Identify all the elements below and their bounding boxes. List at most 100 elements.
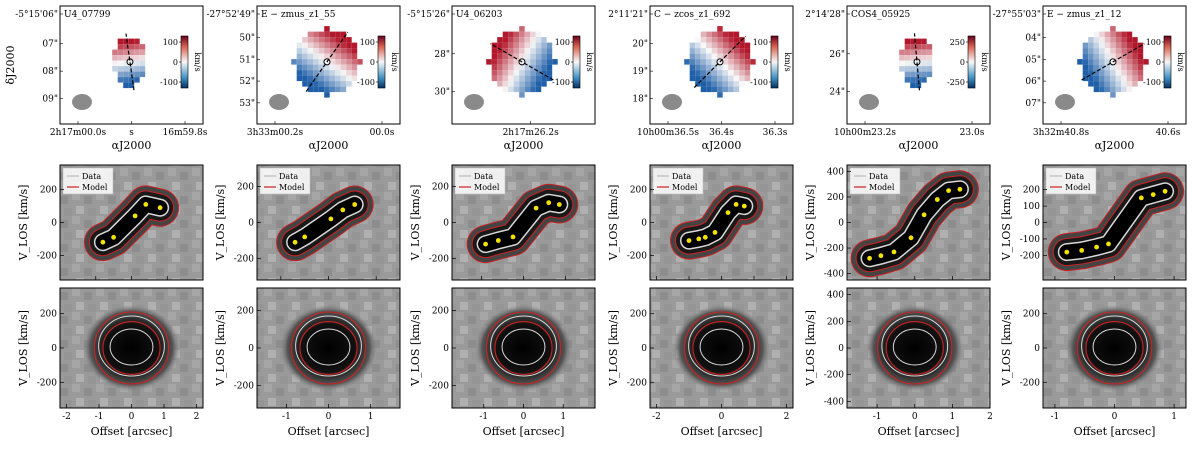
- map-pixel: [722, 64, 729, 71]
- ra-tick-label: 3h32m40.8s: [1033, 128, 1090, 138]
- dec-tick-label: 2°14'28": [805, 10, 845, 20]
- model-contour: [885, 321, 944, 375]
- map-pixel: [910, 55, 916, 61]
- model-contour: [494, 321, 553, 375]
- map-pixel: [1088, 59, 1094, 65]
- map-pixel: [546, 70, 553, 76]
- colorbar: [967, 35, 976, 89]
- pv-image: [847, 288, 990, 408]
- legend-box: [62, 167, 114, 195]
- map-pixel: [112, 55, 118, 61]
- pv-y-axis-label: V_LOS [km/s]: [17, 310, 30, 387]
- map-title: U4_06203: [456, 10, 503, 20]
- ra-axis-label: αJ2000: [112, 139, 152, 152]
- y-tick-label: -100: [1020, 235, 1040, 245]
- colorbar: [770, 35, 779, 89]
- map-pixel: [1093, 37, 1100, 43]
- x-tick-label: -2: [62, 412, 71, 422]
- beam-ellipse: [859, 94, 879, 110]
- rotation-curve-point: [1138, 195, 1144, 201]
- map-pixel: [1126, 81, 1133, 87]
- map-pixel: [313, 42, 319, 49]
- map-pixel: [530, 53, 536, 60]
- map-pixel: [530, 70, 536, 76]
- map-pixel: [329, 81, 336, 87]
- model-contour: [485, 311, 562, 385]
- rotation-curve-point: [302, 234, 308, 240]
- map-pixel: [117, 71, 124, 78]
- map-pixel: [700, 64, 707, 71]
- y-tick-label: 0: [1034, 219, 1040, 229]
- map-pixel: [491, 70, 498, 76]
- map-pixel: [519, 42, 525, 49]
- map-pixel: [695, 48, 701, 54]
- map-pixel: [921, 55, 927, 61]
- map-pixel: [302, 53, 308, 60]
- map-pixel: [508, 59, 514, 65]
- map-pixel: [739, 53, 745, 60]
- map-pixel: [346, 42, 352, 49]
- map-pixel: [700, 48, 707, 54]
- dec-tick-label: -27°52'49": [206, 10, 255, 20]
- ra-axis-label: αJ2000: [899, 139, 939, 152]
- map-pixel: [1088, 53, 1094, 60]
- map-pixel: [134, 49, 140, 56]
- map-pixels: [112, 38, 146, 89]
- rotation-curve-point: [157, 205, 163, 211]
- map-pixel: [340, 64, 347, 71]
- map-pixel: [513, 64, 520, 71]
- map-pixel: [340, 81, 347, 87]
- map-pixel: [711, 81, 718, 87]
- pv-y-axis-label: V_LOS [km/s]: [804, 185, 817, 262]
- map-pixel: [541, 48, 547, 54]
- map-pixel: [1077, 59, 1083, 65]
- legend-data-label: Data: [672, 172, 691, 181]
- y-tick-label: 0: [838, 219, 844, 229]
- map-pixel: [1126, 31, 1133, 38]
- map-pixel: [134, 66, 140, 72]
- map-pixel: [1115, 70, 1122, 76]
- map-pixel: [502, 31, 509, 38]
- model-contour: [683, 311, 760, 385]
- map-pixel: [1115, 64, 1122, 71]
- map-pixel: [340, 70, 347, 76]
- map-pixel: [1110, 86, 1116, 93]
- colorbar-tick-label: -250: [947, 78, 965, 87]
- map-pixel: [313, 86, 319, 93]
- legend-data-label: Data: [474, 172, 493, 181]
- map-pixel: [546, 75, 553, 82]
- map-pixel: [733, 64, 740, 71]
- map-pixel: [722, 37, 729, 43]
- map-pixel: [1132, 42, 1138, 49]
- dec-tick-label: 52": [239, 77, 255, 87]
- x-tick-label: 0: [912, 412, 918, 422]
- rotation-curve-point: [733, 202, 739, 207]
- colorbar-tick-label: 0: [565, 58, 570, 67]
- y-tick-label: 0: [443, 219, 449, 229]
- map-pixel: [1110, 81, 1116, 87]
- model-contour: [299, 321, 358, 375]
- map-pixel: [899, 55, 905, 61]
- map-pixel: [324, 92, 330, 98]
- rotation-curve-point: [878, 253, 884, 259]
- map-pixel: [744, 64, 751, 71]
- map-pixel: [541, 64, 547, 71]
- map-pixel: [139, 66, 146, 72]
- map-pixel: [910, 77, 916, 83]
- x-tick-label: -1: [873, 412, 882, 422]
- map-pixel: [706, 81, 712, 87]
- beam-ellipse: [662, 94, 682, 110]
- map-pixel: [329, 86, 336, 93]
- rotation-curve-point: [686, 238, 692, 244]
- map-pixel: [123, 55, 129, 61]
- map-pixel: [519, 31, 525, 38]
- center-marker: [126, 58, 134, 66]
- map-pixel: [689, 42, 696, 49]
- map-pixel: [541, 37, 547, 43]
- map-pixel: [139, 49, 146, 56]
- map-pixel: [128, 60, 135, 67]
- map-pixel: [524, 53, 531, 60]
- rotation-curve-point: [957, 186, 963, 192]
- map-pixel: [302, 59, 308, 65]
- map-pixel: [502, 81, 509, 87]
